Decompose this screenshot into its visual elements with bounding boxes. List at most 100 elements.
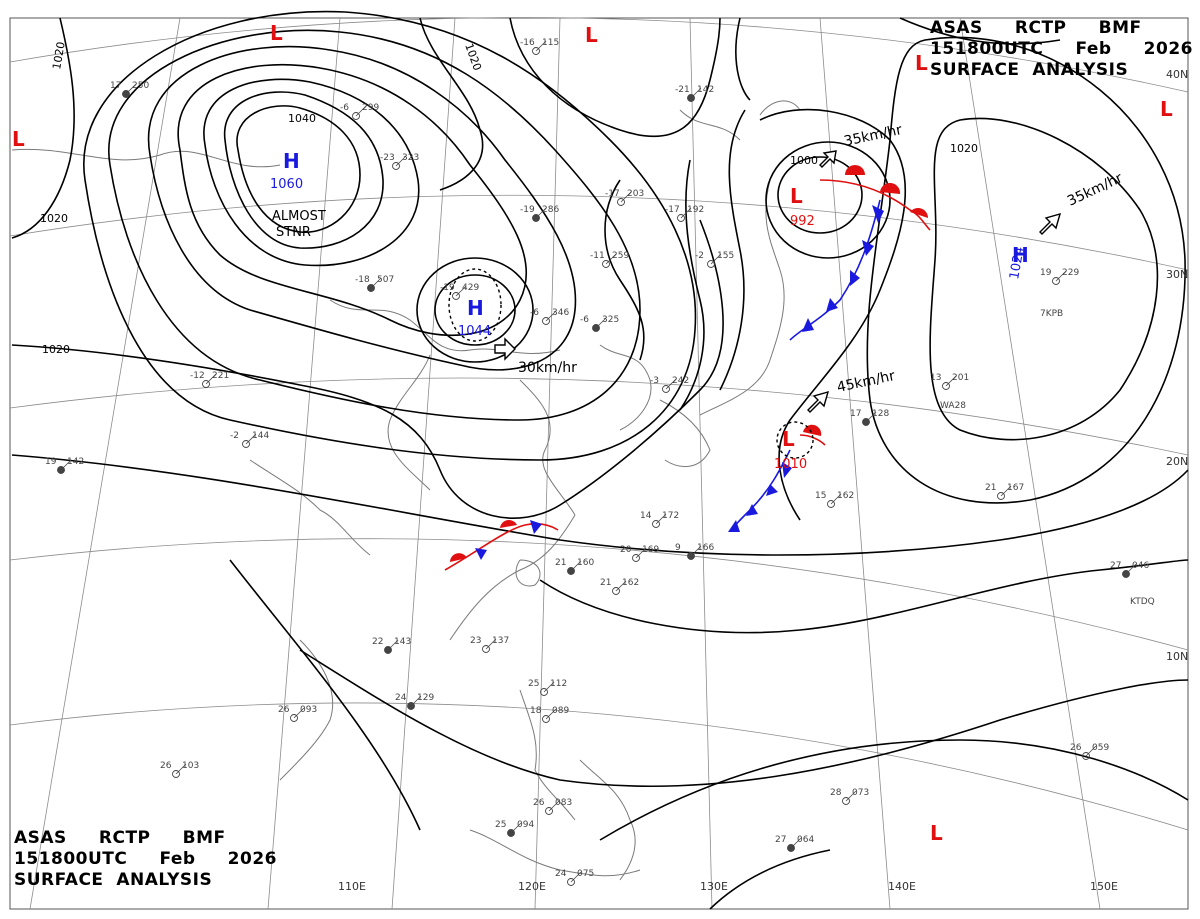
wind-barb-icon (175, 763, 187, 775)
station-pressure: 203 (627, 189, 644, 199)
station-temp: -16 (520, 38, 535, 48)
station-pressure: 083 (555, 798, 572, 808)
station-pressure: 250 (132, 81, 149, 91)
station-pressure: 172 (662, 511, 679, 521)
wind-barb-icon (1125, 563, 1137, 575)
low-value: 992 (790, 214, 815, 229)
low-marker: L (930, 821, 943, 845)
station-circle-icon (677, 214, 685, 222)
station-plot: -18 507 (355, 275, 394, 292)
station-plot: 19 142 (45, 457, 84, 474)
wind-barb-icon (690, 87, 702, 99)
high-value: 1060 (270, 177, 303, 192)
motion-label: 30km/hr (518, 360, 577, 376)
low-marker: L (782, 427, 795, 451)
station-circle-icon (612, 587, 620, 595)
high-marker: H (1012, 243, 1029, 267)
lon-label: 140E (888, 880, 916, 893)
chart-header-bottom: ASAS RCTP BMF 151800UTC Feb 2026 SURFACE… (14, 828, 277, 891)
station-circle-icon (707, 260, 715, 268)
station-plot: 21 162 (600, 578, 639, 595)
station-plot: 25 112 (528, 679, 567, 696)
station-plot: 18 089 (530, 706, 569, 723)
station-pressure: 115 (542, 38, 559, 48)
isobar-label: 1020 (50, 41, 68, 71)
isobar-label: 1020 (950, 142, 978, 155)
station-circle-icon (482, 645, 490, 653)
isobar-label: 1040 (288, 112, 316, 125)
station-temp: 17 (850, 409, 861, 419)
station-pressure: 507 (377, 275, 394, 285)
wind-barb-icon (545, 708, 557, 720)
wind-barb-icon (830, 493, 842, 505)
station-temp: -18 (355, 275, 370, 285)
isobar-label: 1000 (790, 154, 818, 167)
wind-barb-icon (510, 822, 522, 834)
station-circle-icon (452, 292, 460, 300)
station-temp: 21 (600, 578, 611, 588)
station-pressure: 094 (517, 820, 534, 830)
station-plot: -6 299 (340, 103, 379, 120)
station-plot: 13 201 (930, 373, 969, 390)
station-plot: 25 094 (495, 820, 534, 837)
lon-label: 150E (1090, 880, 1118, 893)
wind-barb-icon (370, 277, 382, 289)
station-pressure: 325 (602, 315, 619, 325)
station-pressure: 143 (394, 637, 411, 647)
station-plot: 26 103 (160, 761, 199, 778)
wind-barb-icon (125, 83, 137, 95)
low-value: 1010 (774, 457, 807, 472)
wind-barb-icon (1000, 485, 1012, 497)
wind-barb-icon (395, 155, 407, 167)
station-temp: 27 (775, 835, 786, 845)
station-pressure: 192 (687, 205, 704, 215)
station-circle-icon (617, 198, 625, 206)
map-border (9, 17, 1189, 910)
station-temp: 20 (620, 545, 632, 555)
station-temp: 19 (45, 457, 57, 467)
station-circle-icon (290, 714, 298, 722)
station-circle-icon (542, 317, 550, 325)
station-temp: -6 (340, 103, 349, 113)
header-line: 151800UTC Feb 2026 (930, 39, 1193, 59)
station-temp: -19 (440, 283, 455, 293)
station-temp: 25 (528, 679, 539, 689)
station-id: KTDQ (1130, 597, 1155, 607)
wind-barb-icon (543, 681, 555, 693)
graticule (9, 17, 1189, 910)
station-pressure: 162 (622, 578, 639, 588)
low-marker: L (915, 51, 928, 75)
station-temp: 26 (533, 798, 545, 808)
station-temp: 28 (830, 788, 842, 798)
coord-labels: 40N 30N 20N 10N 110E 120E 130E 140E 150E (338, 68, 1188, 893)
station-circle-icon (602, 260, 610, 268)
wind-barb-icon (595, 317, 607, 329)
high-marker: H (283, 149, 300, 173)
station-pressure: 429 (462, 283, 479, 293)
station-pressure: 089 (552, 706, 569, 716)
station-pressure: 112 (550, 679, 567, 689)
station-pressure: 221 (212, 371, 229, 381)
station-pressure: 242 (672, 376, 689, 386)
station-plot: 22 143 (372, 637, 411, 654)
station-temp: 24 (395, 693, 407, 703)
station-plot: 9 166 (675, 543, 714, 560)
station-temp: 14 (640, 511, 652, 521)
wind-barb-icon (545, 310, 557, 322)
station-pressure: 323 (402, 153, 419, 163)
station-plot: 24 075 (555, 869, 594, 886)
station-plot: 27 046 (1110, 561, 1149, 578)
station-plot: 26 059 (1070, 743, 1109, 760)
motion-arrows (494, 150, 1062, 413)
station-circle-icon (1082, 752, 1090, 760)
header-line: ASAS RCTP BMF (14, 828, 226, 848)
lat-label: 40N (1166, 68, 1188, 81)
station-pressure: 144 (252, 431, 269, 441)
station-plot: -2 144 (230, 431, 269, 448)
wind-barb-icon (710, 253, 722, 265)
station-plot: -21 142 (675, 85, 714, 102)
wind-barb-icon (1085, 745, 1097, 757)
station-temp: 17 (110, 81, 121, 91)
station-pressure: 073 (852, 788, 869, 798)
